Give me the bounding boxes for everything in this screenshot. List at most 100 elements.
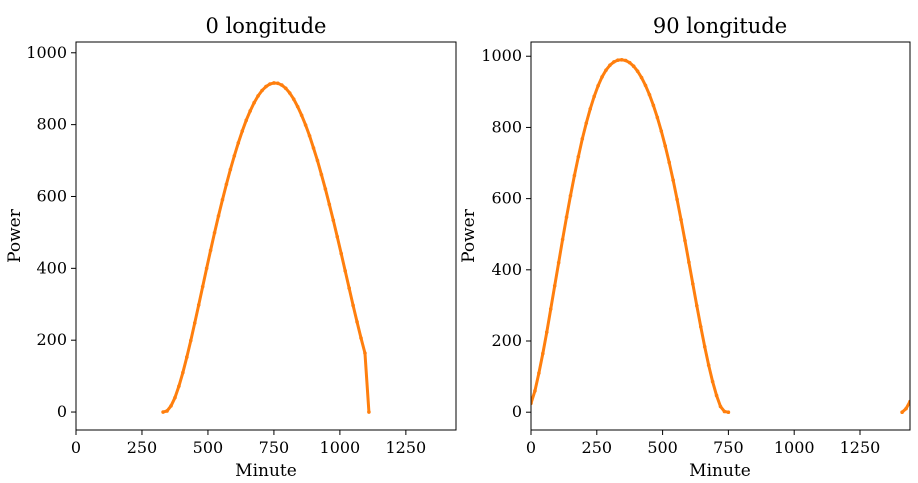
- data-point: [240, 129, 245, 133]
- data-point: [900, 410, 904, 415]
- data-point: [339, 251, 344, 256]
- data-point: [161, 410, 165, 414]
- data-point: [177, 384, 181, 388]
- x-tick-label: 750: [713, 438, 744, 457]
- x-tick-label: 250: [127, 438, 158, 457]
- subplot-0-longitude: 0 longitude 0 250 500 750 1000 1250 0 200 400 600…: [5, 14, 457, 481]
- data-point: [635, 69, 640, 73]
- axis-ticks: 0 250 500 750 1000 1250 0 200 400 600 800 1000: [481, 46, 880, 457]
- data-point: [580, 137, 585, 141]
- data-point: [264, 84, 268, 89]
- data-point: [192, 321, 197, 325]
- subplot-title: 0 longitude: [206, 14, 327, 38]
- plot-area: [531, 58, 910, 415]
- x-tick-label: 250: [582, 438, 613, 457]
- data-point: [612, 60, 616, 64]
- data-point: [631, 64, 636, 69]
- x-tick-label: 500: [647, 438, 678, 457]
- y-tick-label: 0: [512, 402, 522, 421]
- subplot-title: 90 longitude: [653, 14, 787, 38]
- data-point: [260, 88, 264, 93]
- data-point: [220, 197, 225, 202]
- data-point: [359, 336, 363, 340]
- data-point: [706, 363, 711, 368]
- x-tick-label: 0: [526, 438, 536, 457]
- data-point: [584, 121, 589, 125]
- data-point: [315, 158, 320, 163]
- data-point: [556, 260, 561, 265]
- data-point: [675, 197, 679, 202]
- data-point: [228, 167, 233, 172]
- data-point: [343, 269, 347, 273]
- data-point: [604, 68, 608, 72]
- data-point: [181, 370, 185, 375]
- data-point: [564, 215, 569, 219]
- data-point: [544, 330, 549, 334]
- data-point: [647, 92, 652, 97]
- data-point: [714, 393, 719, 398]
- data-point: [726, 410, 731, 415]
- data-point: [212, 230, 217, 235]
- data-point: [904, 406, 908, 411]
- y-tick-label: 1000: [26, 43, 67, 62]
- data-point: [663, 144, 668, 148]
- data-point: [299, 113, 304, 118]
- y-tick-label: 600: [36, 186, 67, 205]
- plot-area: [161, 81, 371, 414]
- data-point: [552, 284, 557, 288]
- data-point: [560, 237, 565, 242]
- data-point: [311, 146, 316, 150]
- data-point: [335, 234, 340, 239]
- data-point: [200, 284, 205, 289]
- data-point: [533, 389, 537, 393]
- data-point: [303, 123, 308, 127]
- y-tick-label: 0: [57, 402, 67, 421]
- data-point: [244, 118, 249, 123]
- y-tick-label: 200: [36, 330, 67, 349]
- data-point: [687, 260, 691, 265]
- data-point: [224, 182, 229, 187]
- x-tick-label: 500: [193, 438, 224, 457]
- data-point: [623, 58, 628, 63]
- y-tick-label: 400: [36, 258, 67, 277]
- data-point: [671, 178, 675, 182]
- data-point: [319, 172, 324, 177]
- data-point: [627, 60, 632, 65]
- y-tick-label: 1000: [481, 46, 522, 65]
- data-point: [232, 154, 237, 158]
- data-point: [722, 409, 727, 414]
- x-tick-label: 1250: [386, 438, 427, 457]
- data-point: [655, 115, 660, 120]
- data-point: [679, 217, 683, 222]
- data-point: [291, 97, 296, 101]
- series-line: [531, 58, 910, 414]
- data-point: [208, 248, 213, 253]
- data-point: [592, 94, 596, 99]
- data-point: [185, 355, 189, 359]
- y-tick-label: 800: [36, 115, 67, 134]
- data-point: [363, 351, 367, 355]
- x-tick-label: 1000: [774, 438, 815, 457]
- data-point: [576, 154, 581, 159]
- data-point: [691, 282, 695, 286]
- data-point: [280, 83, 284, 87]
- y-tick-label: 600: [491, 189, 522, 208]
- data-point: [643, 83, 648, 88]
- data-point: [588, 107, 593, 111]
- x-tick-label: 0: [71, 438, 81, 457]
- data-point: [698, 324, 703, 329]
- data-point: [537, 371, 541, 375]
- data-point: [165, 409, 169, 413]
- axes-frame: [75, 41, 457, 431]
- data-point: [276, 81, 280, 86]
- data-point: [268, 82, 272, 86]
- data-point: [695, 303, 699, 308]
- x-tick-label: 1250: [840, 438, 881, 457]
- x-tick-label: 1000: [320, 438, 361, 457]
- data-point: [710, 379, 715, 384]
- data-point: [608, 63, 612, 67]
- data-point: [702, 344, 707, 349]
- data-point: [347, 286, 351, 290]
- data-point: [188, 338, 193, 343]
